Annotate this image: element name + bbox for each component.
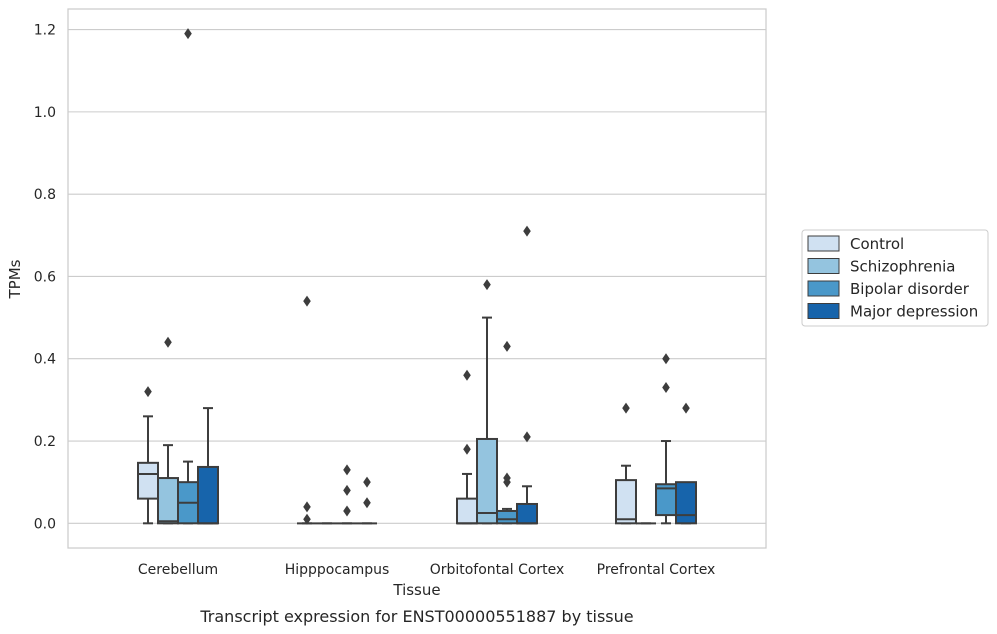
- box-2-3: [516, 225, 538, 525]
- outlier-point: [164, 336, 172, 348]
- legend-swatch: [807, 235, 840, 252]
- box-1-2: [337, 464, 357, 525]
- y-axis-ticks: 0.0 0.2 0.4 0.6 0.8 1.0 1.2: [34, 23, 56, 533]
- box-body: [675, 481, 697, 525]
- box-0-3: [197, 407, 219, 525]
- legend: Control Schizophrenia Bipolar disorder Majo…: [801, 229, 989, 327]
- box-3-2: [655, 353, 677, 525]
- legend-swatch: [807, 280, 840, 297]
- legend-label: Control: [850, 235, 904, 253]
- y-tick-label: 0.0: [34, 516, 56, 532]
- box-2-2: [496, 340, 518, 525]
- legend-swatch: [807, 258, 840, 274]
- box-0-1: [157, 336, 179, 525]
- legend-frame: [801, 229, 989, 327]
- box-2-0: [456, 369, 478, 525]
- outlier-point: [503, 340, 511, 352]
- outlier-point: [303, 513, 311, 525]
- box-1-3: [357, 476, 377, 525]
- box-body: [137, 461, 159, 500]
- legend-label: Schizophrenia: [850, 258, 955, 276]
- outlier-point: [343, 505, 351, 517]
- y-tick-label: 1.2: [34, 23, 56, 39]
- x-axis-label: Tissue: [392, 581, 440, 599]
- outlier-point: [463, 369, 471, 381]
- box-body: [496, 509, 518, 525]
- box-body: [476, 437, 498, 525]
- legend-label: Major depression: [850, 303, 978, 321]
- outlier-point: [303, 501, 311, 513]
- box-body: [197, 465, 219, 525]
- outlier-point: [662, 353, 670, 365]
- outlier-point: [622, 402, 630, 414]
- outlier-point: [343, 484, 351, 496]
- chart-caption: Transcript expression for ENST0000055188…: [199, 607, 633, 626]
- y-tick-label: 1.0: [34, 105, 56, 121]
- y-tick-label: 0.6: [34, 269, 56, 285]
- x-axis-ticks: Cerebellum Hipppocampus Orbitofontal Corte…: [138, 562, 715, 578]
- outlier-point: [523, 225, 531, 237]
- box-0-2: [177, 28, 199, 525]
- outlier-point: [463, 443, 471, 455]
- outlier-point: [682, 402, 690, 414]
- outlier-point: [523, 431, 531, 443]
- box-body: [516, 502, 538, 525]
- outlier-point: [303, 295, 311, 307]
- outlier-point: [184, 28, 192, 40]
- x-tick-label: Prefrontal Cortex: [597, 562, 716, 578]
- outlier-point: [483, 279, 491, 291]
- legend-label: Bipolar disorder: [850, 280, 970, 298]
- box-body: [157, 477, 179, 525]
- outlier-point: [343, 464, 351, 476]
- box-body: [456, 497, 478, 525]
- x-tick-label: Cerebellum: [138, 562, 218, 578]
- y-tick-label: 0.4: [34, 352, 56, 368]
- y-tick-label: 0.2: [34, 434, 56, 450]
- outlier-point: [363, 497, 371, 509]
- box-body: [615, 479, 637, 525]
- x-tick-label: Orbitofontal Cortex: [430, 562, 565, 578]
- plot-frame: [67, 8, 767, 549]
- grid-lines: [68, 29, 766, 524]
- outlier-point: [503, 476, 511, 488]
- box-3-3: [675, 402, 697, 525]
- outlier-point: [662, 382, 670, 394]
- outlier-point: [363, 476, 371, 488]
- x-tick-label: Hipppocampus: [285, 562, 390, 578]
- box-3-0: [615, 402, 637, 525]
- y-axis-label: TPMs: [6, 259, 24, 299]
- box-groups: [137, 28, 697, 525]
- legend-swatch: [807, 303, 840, 319]
- outlier-point: [144, 386, 152, 398]
- box-2-1: [476, 279, 498, 525]
- box-1-0: [297, 295, 317, 525]
- box-0-0: [137, 386, 159, 525]
- y-tick-label: 0.8: [34, 187, 56, 203]
